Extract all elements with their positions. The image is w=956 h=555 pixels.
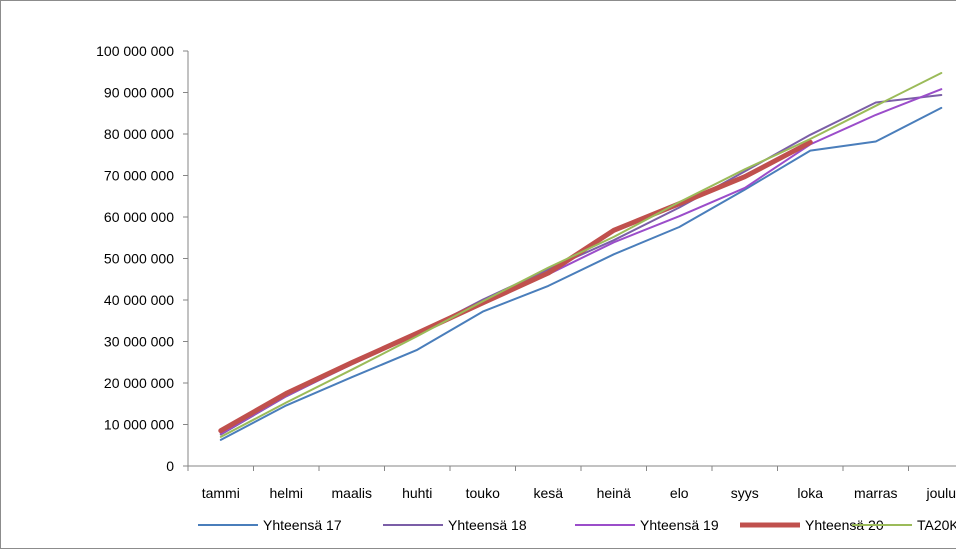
- y-tick-label: 10 000 000: [104, 417, 174, 433]
- legend-label-0: Yhteensä 17: [263, 517, 342, 533]
- series-line-4: [219, 72, 943, 438]
- x-tick-label: touko: [466, 485, 500, 501]
- y-tick-label: 60 000 000: [104, 209, 174, 225]
- x-tick-label: syys: [731, 485, 759, 501]
- x-tick-label: helmi: [270, 485, 303, 501]
- series-line-3: [218, 139, 813, 434]
- legend-label-4: TA20KV: [917, 517, 956, 533]
- y-tick-label: 30 000 000: [104, 334, 174, 350]
- series-line-0: [219, 106, 943, 441]
- y-tick-label: 20 000 000: [104, 375, 174, 391]
- axes: [183, 50, 956, 471]
- y-tick-label: 0: [166, 458, 174, 474]
- x-tick-label: maalis: [332, 485, 372, 501]
- x-tick-label: loka: [797, 485, 823, 501]
- y-tick-label: 80 000 000: [104, 126, 174, 142]
- x-tick-label: kesä: [533, 485, 563, 501]
- x-tick-labels: tammi helmi maalis huhti touko kesä heinä elo sy…: [202, 485, 956, 501]
- legend: Yhteensä 17 Yhteensä 18 Yhteensä 19 Yhteens…: [198, 517, 956, 533]
- series-lines: [218, 72, 943, 441]
- x-tick-label: tammi: [202, 485, 240, 501]
- y-tick-label: 50 000 000: [104, 251, 174, 267]
- x-tick-label: heinä: [597, 485, 631, 501]
- y-tick-labels: 0 10 000 000 20 000 000 30 000 000 40 000 00…: [96, 43, 174, 474]
- series-line-1: [219, 94, 943, 436]
- y-tick-label: 70 000 000: [104, 168, 174, 184]
- y-tick-label: 40 000 000: [104, 292, 174, 308]
- y-tick-label: 100 000 000: [96, 43, 174, 59]
- x-tick-label: elo: [670, 485, 689, 501]
- x-tick-label: huhti: [402, 485, 432, 501]
- legend-label-1: Yhteensä 18: [448, 517, 527, 533]
- x-tick-label: joulu: [925, 485, 956, 501]
- legend-label-3: Yhteensä 20: [805, 517, 884, 533]
- x-tick-label: marras: [854, 485, 898, 501]
- legend-label-2: Yhteensä 19: [640, 517, 719, 533]
- y-tick-label: 90 000 000: [104, 85, 174, 101]
